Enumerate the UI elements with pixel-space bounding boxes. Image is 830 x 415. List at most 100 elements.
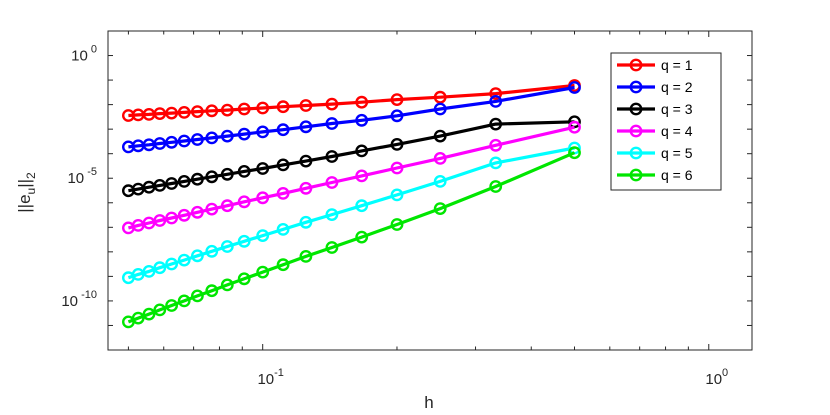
series-3-point xyxy=(355,144,369,158)
series-4-point xyxy=(568,120,581,134)
series-line-3 xyxy=(128,120,575,193)
series-6-point xyxy=(568,146,581,160)
series-1-point xyxy=(190,105,204,119)
series-line-5 xyxy=(127,146,575,280)
series-4-point xyxy=(355,169,369,183)
series-2-point xyxy=(256,125,270,139)
series-3-point xyxy=(299,154,313,168)
series-6 xyxy=(121,146,581,329)
series-2-point xyxy=(190,133,204,146)
series-6-point xyxy=(153,303,167,317)
legend-item-4: q = 4 xyxy=(617,123,693,139)
axis-ticks: 10-1 100 10 0 10 -5 10 -10 xyxy=(61,30,752,388)
series-3 xyxy=(121,115,581,198)
series-1-point xyxy=(276,100,290,114)
series-4-point xyxy=(299,181,313,195)
series-6-point xyxy=(237,272,251,286)
series-1-point xyxy=(325,97,339,111)
series-line-2 xyxy=(128,85,575,149)
series-4-point xyxy=(121,221,135,235)
series-1-point xyxy=(205,104,219,118)
series-2-point xyxy=(165,135,179,149)
series-line-4 xyxy=(128,125,575,230)
series-5-point xyxy=(153,261,167,275)
legend-item-2: q = 2 xyxy=(617,79,693,95)
series-6-point xyxy=(433,202,447,216)
series-6-point xyxy=(390,218,404,231)
series-6-point xyxy=(205,284,219,298)
series-4 xyxy=(121,120,581,235)
legend-label: q = 4 xyxy=(661,123,693,139)
series-5-point xyxy=(489,156,503,170)
series-line-1 xyxy=(128,83,575,118)
series-5-point xyxy=(220,240,234,253)
series-2-point xyxy=(390,109,404,123)
series-5-point xyxy=(205,244,219,258)
series-2-point xyxy=(220,129,234,143)
series-6-point xyxy=(276,258,290,272)
series-3-point xyxy=(165,177,179,190)
series-6-point xyxy=(256,265,270,279)
legend-label: q = 1 xyxy=(661,57,693,73)
y-tick-label: 10 0 xyxy=(71,44,97,65)
series-group xyxy=(121,79,581,329)
series-6-point xyxy=(177,294,191,308)
series-6-point xyxy=(121,315,135,329)
series-2-point xyxy=(433,102,447,116)
legend-item-1: q = 1 xyxy=(617,57,693,73)
series-3-point xyxy=(390,137,404,151)
series-1-point xyxy=(355,95,369,109)
series-2-point xyxy=(568,81,581,94)
series-4-point xyxy=(256,191,270,205)
series-2-point xyxy=(121,140,135,154)
series-5-point xyxy=(256,229,270,243)
series-6-point xyxy=(190,289,204,303)
series-2-point xyxy=(325,117,339,130)
series-4-point xyxy=(165,211,179,225)
series-3-point xyxy=(568,115,581,129)
series-3-point xyxy=(276,158,290,172)
x-axis-label: h xyxy=(424,393,433,412)
series-4-point xyxy=(489,138,503,152)
series-1-point xyxy=(299,99,313,112)
series-4-point xyxy=(433,151,447,165)
series-6-point xyxy=(299,249,313,263)
series-5-point xyxy=(355,199,369,213)
series-6-point xyxy=(165,299,179,312)
series-2-point xyxy=(177,134,191,148)
series-3-point xyxy=(325,150,339,163)
series-3-point xyxy=(489,117,503,131)
series-6-point xyxy=(355,230,369,244)
series-4-point xyxy=(276,186,290,200)
series-6-point xyxy=(220,278,234,292)
x-tick-label: 100 xyxy=(705,367,728,388)
legend-swatch-marker xyxy=(629,58,643,72)
series-2-point xyxy=(355,113,369,127)
series-3-point xyxy=(205,170,219,184)
series-1-point xyxy=(177,106,191,119)
series-3-point xyxy=(177,174,191,188)
series-5-point xyxy=(165,257,179,271)
series-2-point xyxy=(276,123,290,137)
series-1 xyxy=(121,79,581,122)
series-4-point xyxy=(237,195,251,209)
legend-box xyxy=(610,52,722,191)
series-4-point xyxy=(220,199,234,213)
series-1-point xyxy=(237,102,251,116)
legend-swatch-marker xyxy=(629,146,643,160)
series-4-point xyxy=(177,208,191,222)
series-4-point xyxy=(190,205,204,219)
series-1-point xyxy=(390,93,404,107)
legend-swatch-marker xyxy=(629,168,643,182)
series-2-point xyxy=(299,120,313,134)
series-6-point xyxy=(489,180,503,193)
series-6-point xyxy=(325,241,339,254)
series-2-point xyxy=(237,127,251,141)
series-5-point xyxy=(237,234,251,248)
plot-area xyxy=(107,30,753,351)
legend: q = 1 q = 2 q = 3 q = 4 q = 5 q = 6 xyxy=(610,52,722,191)
y-tick-label: 10 -5 xyxy=(67,166,97,187)
series-5 xyxy=(121,141,581,285)
series-5-point xyxy=(177,253,191,267)
